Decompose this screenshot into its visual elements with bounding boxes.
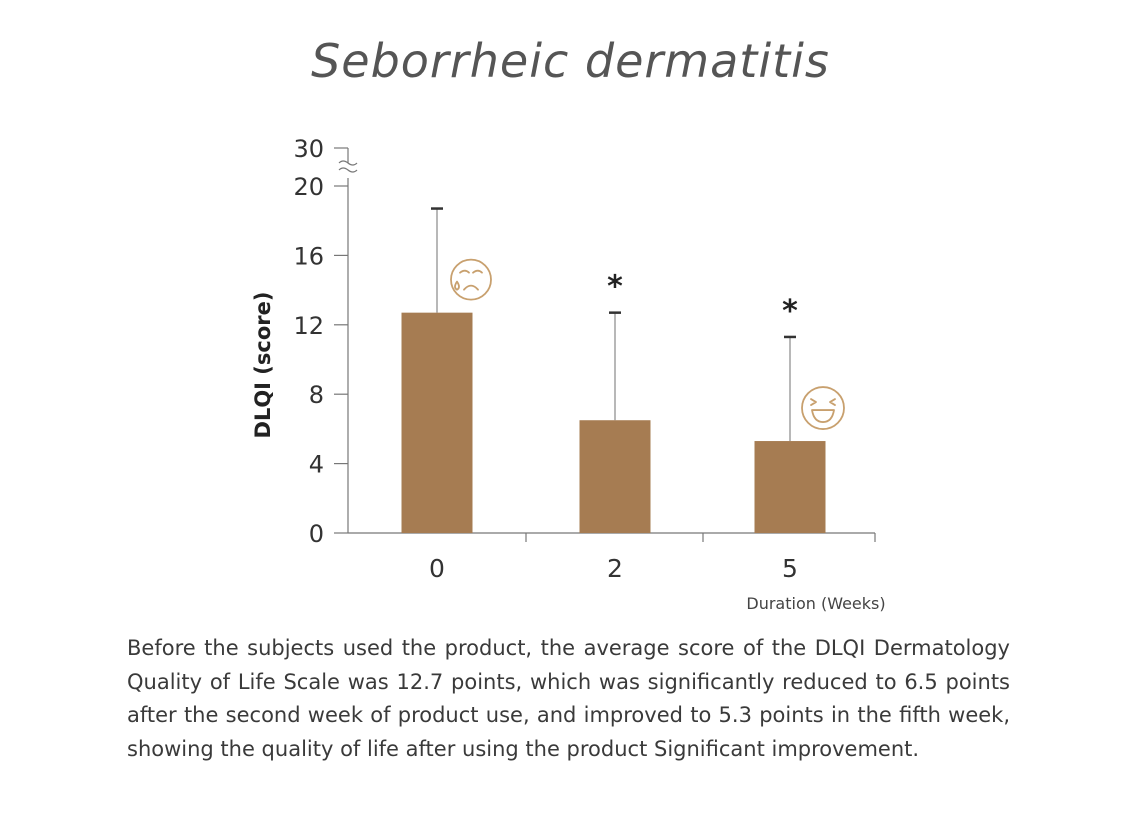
chart-title: Seborrheic dermatitis — [311, 34, 830, 88]
y-axis-label: DLQI (score) — [251, 292, 275, 439]
y-tick-label: 0 — [309, 520, 324, 548]
x-tick-label: 5 — [782, 554, 798, 583]
annotations: ** — [450, 258, 845, 430]
bar — [754, 441, 826, 533]
y-axis: 30 0 4 8 12 16 20 — [293, 135, 358, 548]
y-tick-label: 4 — [309, 451, 324, 479]
bar — [579, 420, 651, 533]
significance-marker: * — [607, 270, 623, 305]
happy-face-icon — [801, 386, 845, 430]
x-axis: 0 2 5 — [348, 532, 876, 583]
bars — [401, 207, 826, 533]
y-tick-label: 20 — [293, 173, 324, 201]
x-tick-label: 2 — [607, 554, 623, 583]
y-tick-label: 16 — [293, 242, 324, 270]
x-axis-label: Duration (Weeks) — [746, 594, 885, 613]
y-tick-label: 12 — [293, 312, 324, 340]
axis-break-mark — [338, 160, 358, 173]
y-tick-label: 8 — [309, 381, 324, 409]
bar — [401, 312, 473, 533]
caption-text: Before the subjects used the product, th… — [127, 636, 1010, 761]
y-tick-label: 30 — [293, 135, 324, 163]
sad-face-icon — [450, 258, 492, 301]
x-tick-label: 0 — [429, 554, 445, 583]
significance-marker: * — [782, 294, 798, 329]
